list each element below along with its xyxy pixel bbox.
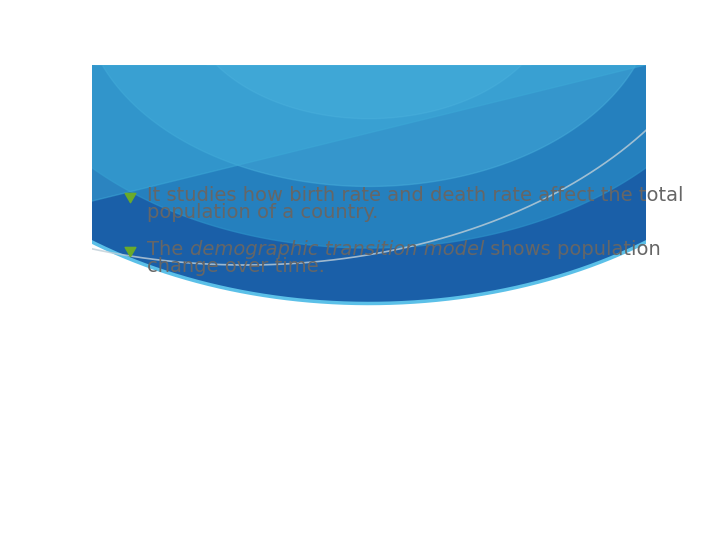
Text: The: The <box>148 240 190 259</box>
Polygon shape <box>0 0 720 303</box>
Point <box>125 191 136 200</box>
Text: shows population: shows population <box>484 240 661 259</box>
Text: population of a country.: population of a country. <box>148 203 379 222</box>
Polygon shape <box>95 52 643 186</box>
Polygon shape <box>207 55 531 119</box>
Polygon shape <box>0 33 720 248</box>
Text: demographic transition model: demographic transition model <box>190 240 484 259</box>
Point <box>125 245 136 254</box>
Text: It studies how birth rate and death rate affect the total: It studies how birth rate and death rate… <box>148 186 684 205</box>
Polygon shape <box>0 0 647 213</box>
Text: change over time.: change over time. <box>148 257 325 276</box>
